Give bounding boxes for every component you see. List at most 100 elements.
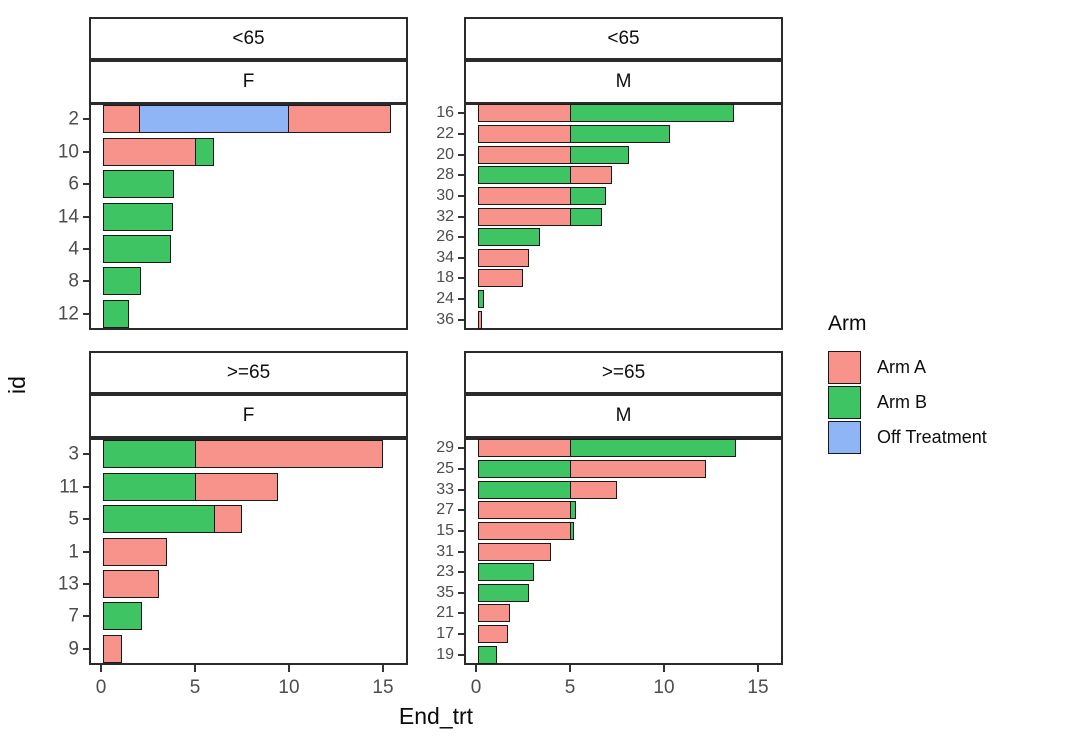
facet-strip-sex-65-f: F xyxy=(89,60,408,104)
y-tick-label-id-18: 18 xyxy=(436,269,454,287)
bar-segment-arm-b xyxy=(103,202,173,231)
x-tick xyxy=(382,665,384,672)
bar-segment-arm-b xyxy=(478,459,572,478)
y-tick xyxy=(83,518,89,521)
bar-segment-arm-a xyxy=(478,310,482,329)
bar-segment-arm-b xyxy=(570,104,734,123)
y-tick-label-id-2: 2 xyxy=(68,108,79,130)
swimmer-bar-id-17 xyxy=(478,625,509,644)
facet-panel-65-f xyxy=(89,103,408,330)
bar-segment-arm-a xyxy=(103,569,160,598)
bar-segment-arm-a xyxy=(103,537,167,566)
x-tick-label: 0 xyxy=(470,677,482,698)
x-axis-title: End_trt xyxy=(398,703,474,729)
bar-segment-arm-b xyxy=(103,440,197,469)
bar-segment-arm-b xyxy=(195,137,215,166)
x-tick-label: 10 xyxy=(653,677,675,698)
bar-segment-arm-a xyxy=(570,166,612,185)
y-tick xyxy=(83,280,89,283)
y-tick-label-id-30: 30 xyxy=(436,186,454,204)
y-tick xyxy=(458,488,464,491)
swimmer-bar-id-23 xyxy=(478,563,535,582)
bar-segment-arm-a xyxy=(103,137,197,166)
y-tick-label-id-31: 31 xyxy=(436,542,454,560)
y-tick-label-id-9: 9 xyxy=(68,638,79,660)
y-tick xyxy=(458,633,464,636)
bar-segment-arm-a xyxy=(570,459,706,478)
bar-segment-arm-a xyxy=(214,505,243,534)
swimmer-bar-id-15 xyxy=(478,521,575,540)
y-tick xyxy=(458,132,464,135)
legend-entry-arm-b: Arm B xyxy=(828,385,987,419)
bar-segment-arm-a xyxy=(103,105,141,134)
y-tick-label-id-27: 27 xyxy=(436,501,454,519)
y-tick xyxy=(83,150,89,153)
y-tick-label-id-15: 15 xyxy=(436,521,454,539)
swimmer-bar-id-28 xyxy=(478,166,612,185)
y-tick-label-id-17: 17 xyxy=(436,625,454,643)
facet-strip-sex-65-f: F xyxy=(89,394,408,438)
swimmer-bar-id-18 xyxy=(478,269,524,288)
swimmer-bar-id-12 xyxy=(103,299,130,328)
facet-panel-65-m xyxy=(464,103,783,330)
facet-strip-age-65-m: <65 xyxy=(464,17,783,60)
y-tick-label-id-13: 13 xyxy=(57,573,79,595)
bar-segment-arm-b xyxy=(570,186,607,205)
y-tick xyxy=(83,550,89,553)
bar-segment-arm-b xyxy=(103,505,216,534)
swimmer-bar-id-36 xyxy=(478,310,482,329)
y-tick-label-id-5: 5 xyxy=(68,508,79,530)
legend-label: Arm B xyxy=(877,391,928,412)
y-tick-label-id-25: 25 xyxy=(436,459,454,477)
y-tick-label-id-21: 21 xyxy=(436,604,454,622)
y-tick-label-id-12: 12 xyxy=(57,303,79,325)
facet-strip-sex-65-m: M xyxy=(464,394,783,438)
x-tick xyxy=(663,665,665,672)
swimmer-bar-id-22 xyxy=(478,124,671,143)
y-tick xyxy=(458,571,464,574)
bar-segment-arm-a xyxy=(478,521,572,540)
x-tick xyxy=(194,665,196,672)
swimmer-bar-id-11 xyxy=(103,472,279,501)
swimmer-bar-id-33 xyxy=(478,480,618,499)
y-tick-label-id-10: 10 xyxy=(57,141,79,163)
bar-segment-arm-b xyxy=(103,602,143,631)
y-tick xyxy=(458,467,464,470)
bar-segment-arm-b xyxy=(570,521,575,540)
y-tick-label-id-6: 6 xyxy=(68,173,79,195)
x-tick-label: 15 xyxy=(372,677,394,698)
legend-swatch-arm-b xyxy=(828,385,861,419)
swimmer-bar-id-30 xyxy=(478,186,607,205)
swimmer-bar-id-35 xyxy=(478,583,529,602)
bar-segment-arm-a xyxy=(478,186,572,205)
x-tick-label: 5 xyxy=(564,677,576,698)
bar-segment-arm-b xyxy=(478,563,535,582)
y-tick-label-id-16: 16 xyxy=(436,104,454,122)
facet-panel-65-m xyxy=(464,438,783,665)
legend-label: Off Treatment xyxy=(877,426,987,447)
bar-segment-arm-b xyxy=(570,439,736,458)
y-tick xyxy=(83,247,89,250)
y-tick-label-id-8: 8 xyxy=(68,270,79,292)
facet-strip-age-65-f: <65 xyxy=(89,17,408,60)
bar-segment-arm-a xyxy=(195,472,279,501)
bar-segment-arm-b xyxy=(103,299,130,328)
x-tick xyxy=(569,665,571,672)
swimmer-bar-id-7 xyxy=(103,602,143,631)
swimmer-bar-id-9 xyxy=(103,634,122,663)
bar-segment-arm-a xyxy=(195,440,384,469)
facet-strip-sex-65-m: M xyxy=(464,60,783,104)
swimmer-bar-id-29 xyxy=(478,439,736,458)
bar-segment-arm-a xyxy=(478,439,572,458)
y-tick xyxy=(83,647,89,650)
swimmer-bar-id-10 xyxy=(103,137,215,166)
swimmer-bar-id-6 xyxy=(103,170,175,199)
legend-entries: Arm A Arm B Off Treatment xyxy=(828,350,987,454)
swimmer-bar-id-13 xyxy=(103,569,160,598)
swimmer-bar-id-31 xyxy=(478,542,552,561)
swimmer-bar-id-26 xyxy=(478,228,541,247)
y-tick xyxy=(83,485,89,488)
x-tick xyxy=(475,665,477,672)
y-tick-label-id-28: 28 xyxy=(436,166,454,184)
swimmer-bar-id-20 xyxy=(478,145,629,164)
